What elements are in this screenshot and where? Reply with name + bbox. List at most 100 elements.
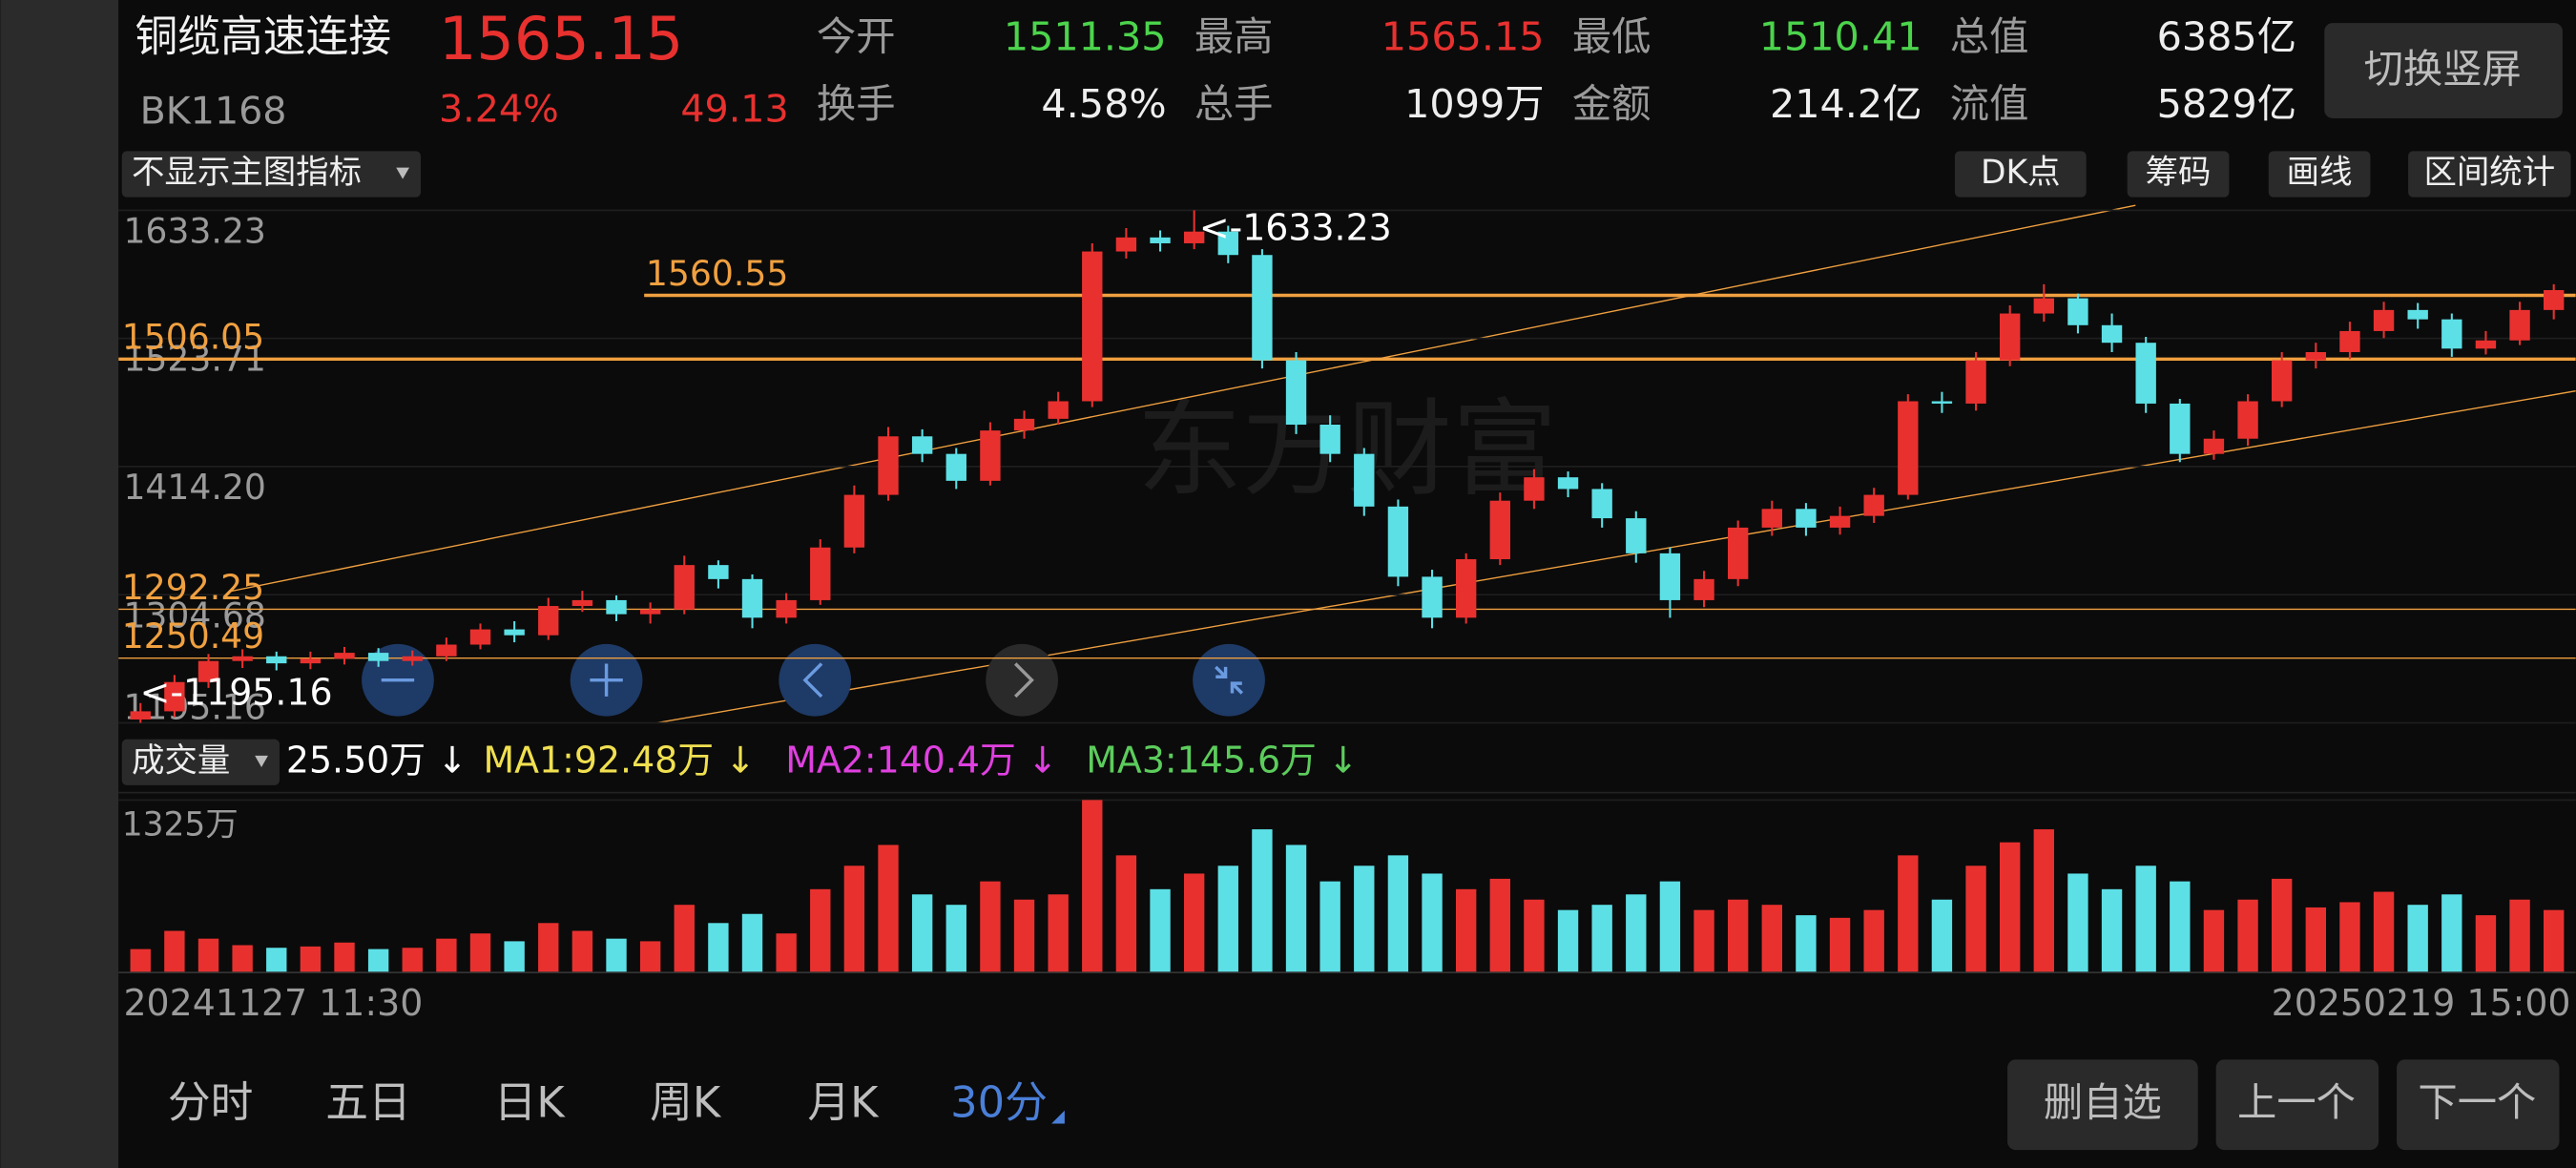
candle-body — [2339, 330, 2360, 352]
x-end: 20250219 15:00 — [2272, 982, 2571, 1024]
tool-label[interactable]: DK点 — [1981, 154, 2061, 192]
stat-value: 5829亿 — [2157, 81, 2296, 127]
high-annotation: <-1633.23 — [1199, 207, 1392, 249]
volume-bar — [606, 938, 627, 973]
volume-legend: MA1:92.48万 ↓ — [483, 739, 755, 781]
toggle-label[interactable]: 切换竖屏 — [2364, 47, 2522, 93]
candle-body — [538, 606, 559, 636]
candle-body — [843, 494, 865, 548]
volume-bar — [741, 913, 763, 973]
tab[interactable]: 五日 — [325, 1077, 410, 1128]
tool-label[interactable]: 筹码 — [2146, 154, 2212, 192]
action-button[interactable] — [2397, 1059, 2560, 1151]
candle-body — [1048, 401, 1069, 419]
tab[interactable]: 日K — [494, 1077, 567, 1128]
volume-bar — [402, 948, 423, 973]
volume-bar — [708, 923, 729, 973]
candle-body — [1252, 255, 1273, 361]
tab[interactable]: 分时 — [168, 1077, 254, 1128]
volume-bar — [2237, 899, 2258, 973]
toggle-button[interactable] — [2324, 23, 2563, 118]
indicator-label[interactable]: 不显示主图指标 — [132, 154, 362, 192]
stat-label: 金额 — [1572, 81, 1652, 127]
reset[interactable] — [1193, 643, 1265, 717]
volume-bar — [2373, 891, 2395, 973]
trend-line — [656, 390, 2576, 724]
stat-label: 最高 — [1195, 13, 1274, 59]
dropdown-arrow — [396, 167, 409, 179]
y-tick-label: 1325万 — [122, 805, 239, 844]
candle-body — [571, 599, 593, 607]
tool-label[interactable]: 区间统计 — [2423, 154, 2555, 192]
volume-bar — [639, 941, 661, 973]
volume-bar — [1150, 888, 1171, 973]
candle-body — [266, 656, 287, 664]
candle-body — [2203, 438, 2225, 454]
change-pct: 3.24% — [439, 88, 559, 132]
volume-bar — [1965, 866, 1986, 973]
volume-bar — [2203, 909, 2225, 973]
volume-bar — [776, 933, 797, 973]
trend-line — [230, 204, 2136, 593]
candle-body — [708, 565, 729, 579]
indicator-button[interactable] — [121, 151, 422, 198]
next[interactable] — [986, 643, 1058, 717]
y-tick-label: 1304.68 — [123, 594, 265, 636]
tool-button[interactable] — [2408, 151, 2571, 198]
candle-body — [2305, 351, 2326, 361]
candle-body — [1354, 453, 1375, 507]
action-label[interactable]: 上一个 — [2237, 1080, 2356, 1126]
icon — [1014, 662, 1034, 699]
volume-bar — [2305, 907, 2326, 973]
level-label: 1560.55 — [646, 253, 788, 294]
tool-button[interactable] — [2268, 151, 2371, 198]
action-button[interactable] — [2215, 1059, 2379, 1151]
volume-bar — [1659, 881, 1681, 973]
prev[interactable] — [779, 643, 852, 717]
candle-body — [1796, 509, 1817, 528]
volume-bar — [2544, 909, 2565, 973]
candle-body — [1082, 251, 1103, 402]
candle-body — [1217, 231, 1238, 256]
tab[interactable]: 周K — [650, 1077, 722, 1128]
candle-body — [2509, 309, 2530, 341]
volume-bar — [1285, 845, 1307, 973]
tool-button[interactable] — [1954, 151, 2087, 198]
candle-body — [2441, 319, 2462, 349]
divider — [118, 791, 2576, 794]
candle-body — [980, 430, 1001, 481]
action-button[interactable] — [2007, 1059, 2198, 1151]
candle-body — [300, 658, 322, 664]
volume-bar — [1217, 866, 1238, 973]
action-label[interactable]: 删自选 — [2044, 1080, 2162, 1126]
tab[interactable]: 30分 — [950, 1077, 1048, 1128]
icon — [1215, 665, 1244, 695]
nav-buttons — [362, 643, 1265, 717]
tab[interactable]: 月K — [807, 1077, 880, 1128]
volume-bar — [300, 946, 322, 973]
action-label[interactable]: 下一个 — [2418, 1080, 2536, 1126]
candle-body — [469, 629, 491, 645]
x-start: 20241127 11:30 — [123, 982, 423, 1024]
price: 1565.15 — [439, 4, 683, 73]
volume-title[interactable]: 成交量 — [132, 741, 230, 780]
volume-bar — [2407, 905, 2428, 973]
icon — [590, 663, 623, 697]
candle-body — [2407, 309, 2428, 320]
volume-bar — [2170, 881, 2191, 973]
candle-body — [2135, 343, 2156, 404]
candle-body — [911, 436, 933, 454]
tool-label[interactable]: 画线 — [2287, 154, 2353, 192]
change: 49.13 — [680, 88, 788, 132]
volume-bar — [1591, 905, 1612, 973]
volume-button[interactable] — [121, 739, 280, 785]
stat-label: 今开 — [817, 13, 896, 59]
candle-body — [945, 453, 966, 481]
tool-button[interactable] — [2127, 151, 2230, 198]
stock-name: 铜缆高速连接 — [135, 10, 391, 61]
candle-body — [232, 656, 253, 661]
candle-body — [1761, 509, 1782, 528]
volume-bar — [1898, 855, 1919, 973]
candle-body — [1863, 494, 1884, 516]
stat-label: 总值 — [1950, 13, 2029, 59]
